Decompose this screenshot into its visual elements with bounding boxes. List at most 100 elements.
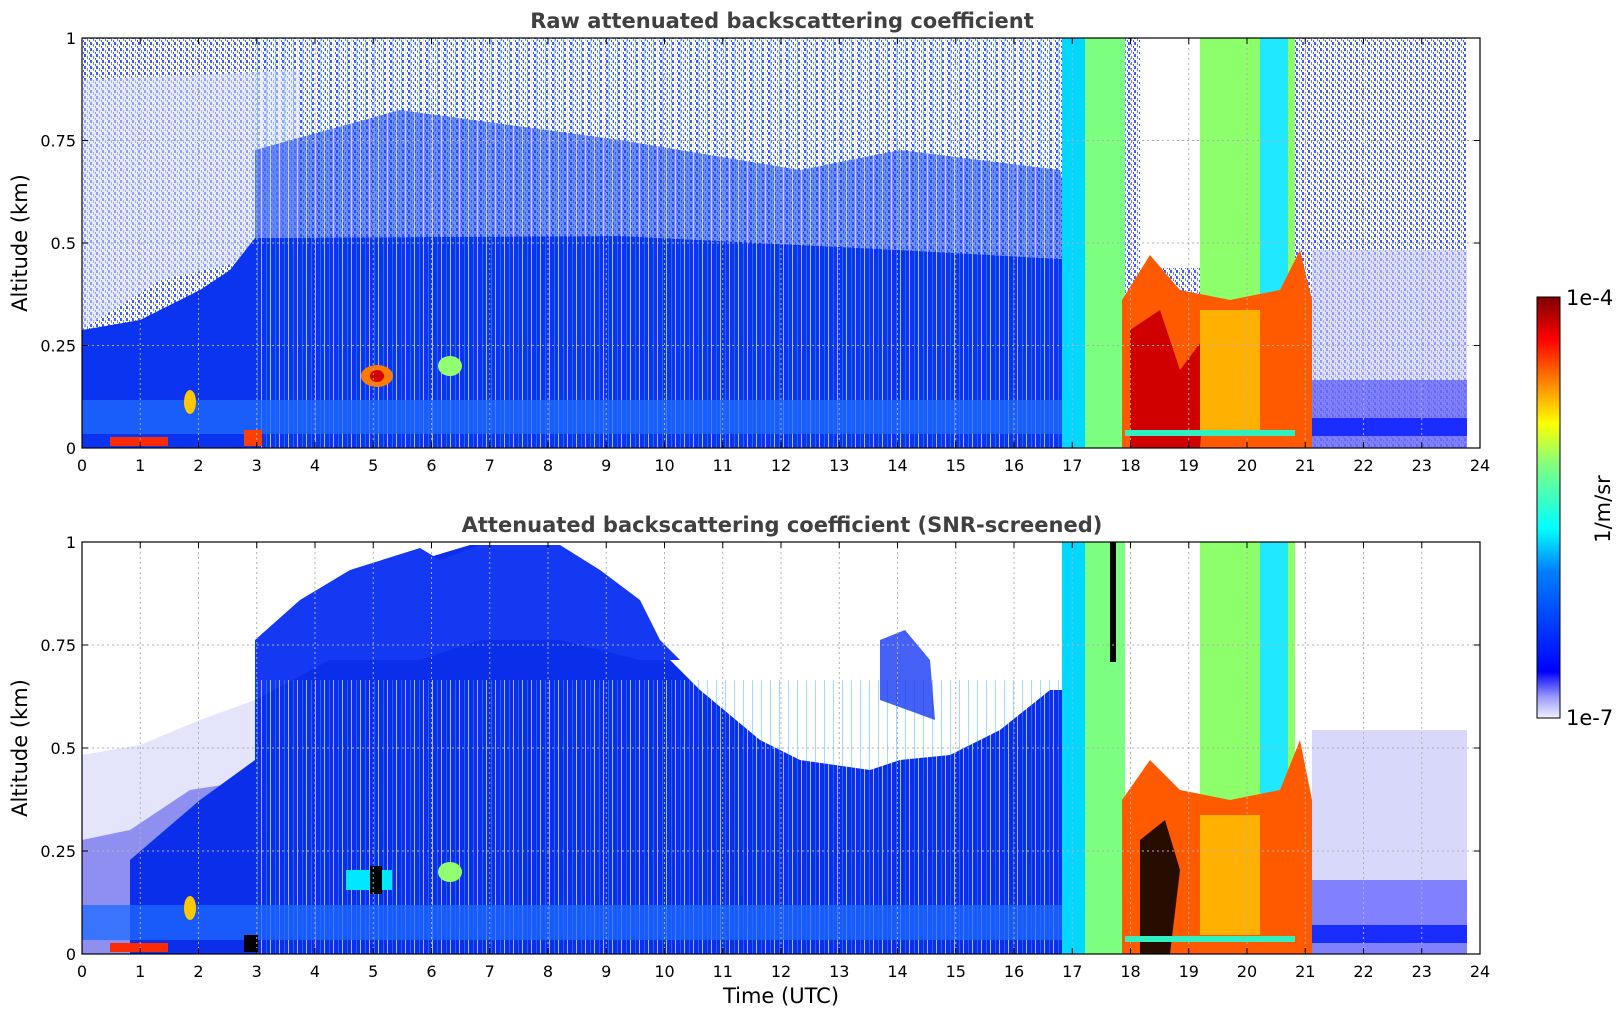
colorbar-min-label: 1e-7 [1566,706,1613,730]
chart-title: Raw attenuated backscattering coefficien… [530,9,1034,33]
heatmap-screened [82,542,1480,954]
screened-patch-5h [346,870,392,890]
screened-cloud-edge-black [1110,542,1116,662]
screened-patch-5h-core [370,866,382,894]
x-tick-label: 22 [1353,456,1373,475]
screened-after-rain-faint [1312,730,1467,880]
y-tick-label: 0.75 [40,636,76,655]
x-tick-label: 24 [1470,456,1490,475]
screened-precipitation-orange [1200,815,1260,935]
near-surface-band [82,400,1122,434]
colorbar-gradient [1536,296,1561,719]
chart-title: Attenuated backscattering coefficient (S… [462,513,1103,537]
x-tick-label: 19 [1179,456,1199,475]
grid-screened [82,542,1480,954]
x-tick-label: 23 [1412,456,1432,475]
surface-cyan-line [1125,430,1295,436]
x-tick-label: 5 [368,962,378,981]
x-tick-label: 8 [543,962,553,981]
x-tick-label: 21 [1295,456,1315,475]
screened-cloud-gap [1140,542,1200,700]
precipitation-orange [1200,310,1260,430]
x-tick-label: 14 [887,456,907,475]
x-ticks-raw: 0 1 2 3 4 5 6 7 8 9 10 11 12 13 14 15 16 17 18 19 20 21 22 23 24 [77,38,1490,475]
x-tick-label: 16 [1004,456,1024,475]
x-tick-label: 6 [426,962,436,981]
x-tick-label: 10 [654,962,674,981]
x-tick-label: 11 [713,456,733,475]
x-tick-label: 24 [1470,962,1490,981]
after-rain-layer [1312,380,1467,448]
screened-surface-cyan-line [1125,936,1295,942]
x-tick-label: 8 [543,456,553,475]
colorbar-label: 1/m/sr [1591,475,1615,543]
x-tick-label: 22 [1353,962,1373,981]
y-tick-label: 0 [66,945,76,964]
cloud-gap [1140,38,1200,268]
x-tick-label: 2 [193,456,203,475]
after-rain-surface [1312,418,1467,436]
y-ticks-screened: 0 0.25 0.5 0.75 1 [40,533,1480,964]
x-tick-label: 5 [368,456,378,475]
panel-raw: Raw attenuated backscattering coefficien… [8,9,1490,475]
y-axis-label: Altitude (km) [8,174,32,312]
x-tick-label: 9 [601,962,611,981]
x-tick-label: 3 [252,962,262,981]
x-tick-label: 10 [654,456,674,475]
x-tick-label: 18 [1120,456,1140,475]
surface-maximum-1 [110,437,168,446]
x-tick-label: 13 [829,456,849,475]
grid-raw [82,38,1480,448]
x-tick-label: 9 [601,456,611,475]
x-tick-label: 23 [1412,962,1432,981]
x-tick-label: 6 [426,456,436,475]
x-tick-label: 4 [310,456,320,475]
y-tick-label: 1 [66,533,76,552]
x-tick-label: 19 [1179,962,1199,981]
x-tick-label: 12 [771,962,791,981]
heatmap-raw [82,38,1467,448]
x-tick-label: 16 [1004,962,1024,981]
x-axis-label: Time (UTC) [722,984,839,1008]
after-rain-faint [1312,250,1467,380]
y-tick-label: 0.75 [40,132,76,151]
x-tick-label: 7 [485,456,495,475]
x-tick-label: 0 [77,456,87,475]
x-tick-label: 18 [1120,962,1140,981]
x-tick-label: 3 [252,456,262,475]
x-tick-label: 1 [135,962,145,981]
x-tick-label: 17 [1062,962,1082,981]
y-axis-label: Altitude (km) [8,679,32,817]
surface-maximum-2 [244,430,262,446]
y-tick-label: 0.25 [40,842,76,861]
x-tick-label: 0 [77,962,87,981]
x-tick-label: 2 [193,962,203,981]
colorbar-max-label: 1e-4 [1566,286,1613,310]
elevated-plumes [255,545,680,700]
y-tick-label: 0 [66,439,76,458]
aerosol-patch-6h [438,356,462,376]
screened-surface-maximum-1 [110,943,168,952]
y-tick-label: 0.25 [40,337,76,356]
x-tick-label: 20 [1237,962,1257,981]
screened-surface-maximum-2 [244,935,258,952]
x-tick-label: 15 [946,456,966,475]
screened-near-surface-band [82,905,1122,940]
x-tick-label: 12 [771,456,791,475]
x-tick-label: 4 [310,962,320,981]
y-tick-label: 0.5 [51,739,76,758]
y-tick-label: 1 [66,29,76,48]
x-ticks-screened: 0 1 2 3 4 5 6 7 8 9 10 11 12 13 14 15 16 17 18 19 20 21 22 23 24 [77,542,1490,981]
faint-noise-patch [82,70,300,330]
x-tick-label: 20 [1237,456,1257,475]
x-tick-label: 14 [887,962,907,981]
colorbar: 1e-4 1e-7 1/m/sr [1536,286,1615,730]
x-tick-label: 15 [946,962,966,981]
aerosol-patch-5h-core [370,370,384,382]
x-tick-label: 1 [135,456,145,475]
screened-patch-6h [438,862,462,882]
y-tick-label: 0.5 [51,234,76,253]
panel-screened: Attenuated backscattering coefficient (S… [8,513,1490,1008]
x-tick-label: 21 [1295,962,1315,981]
